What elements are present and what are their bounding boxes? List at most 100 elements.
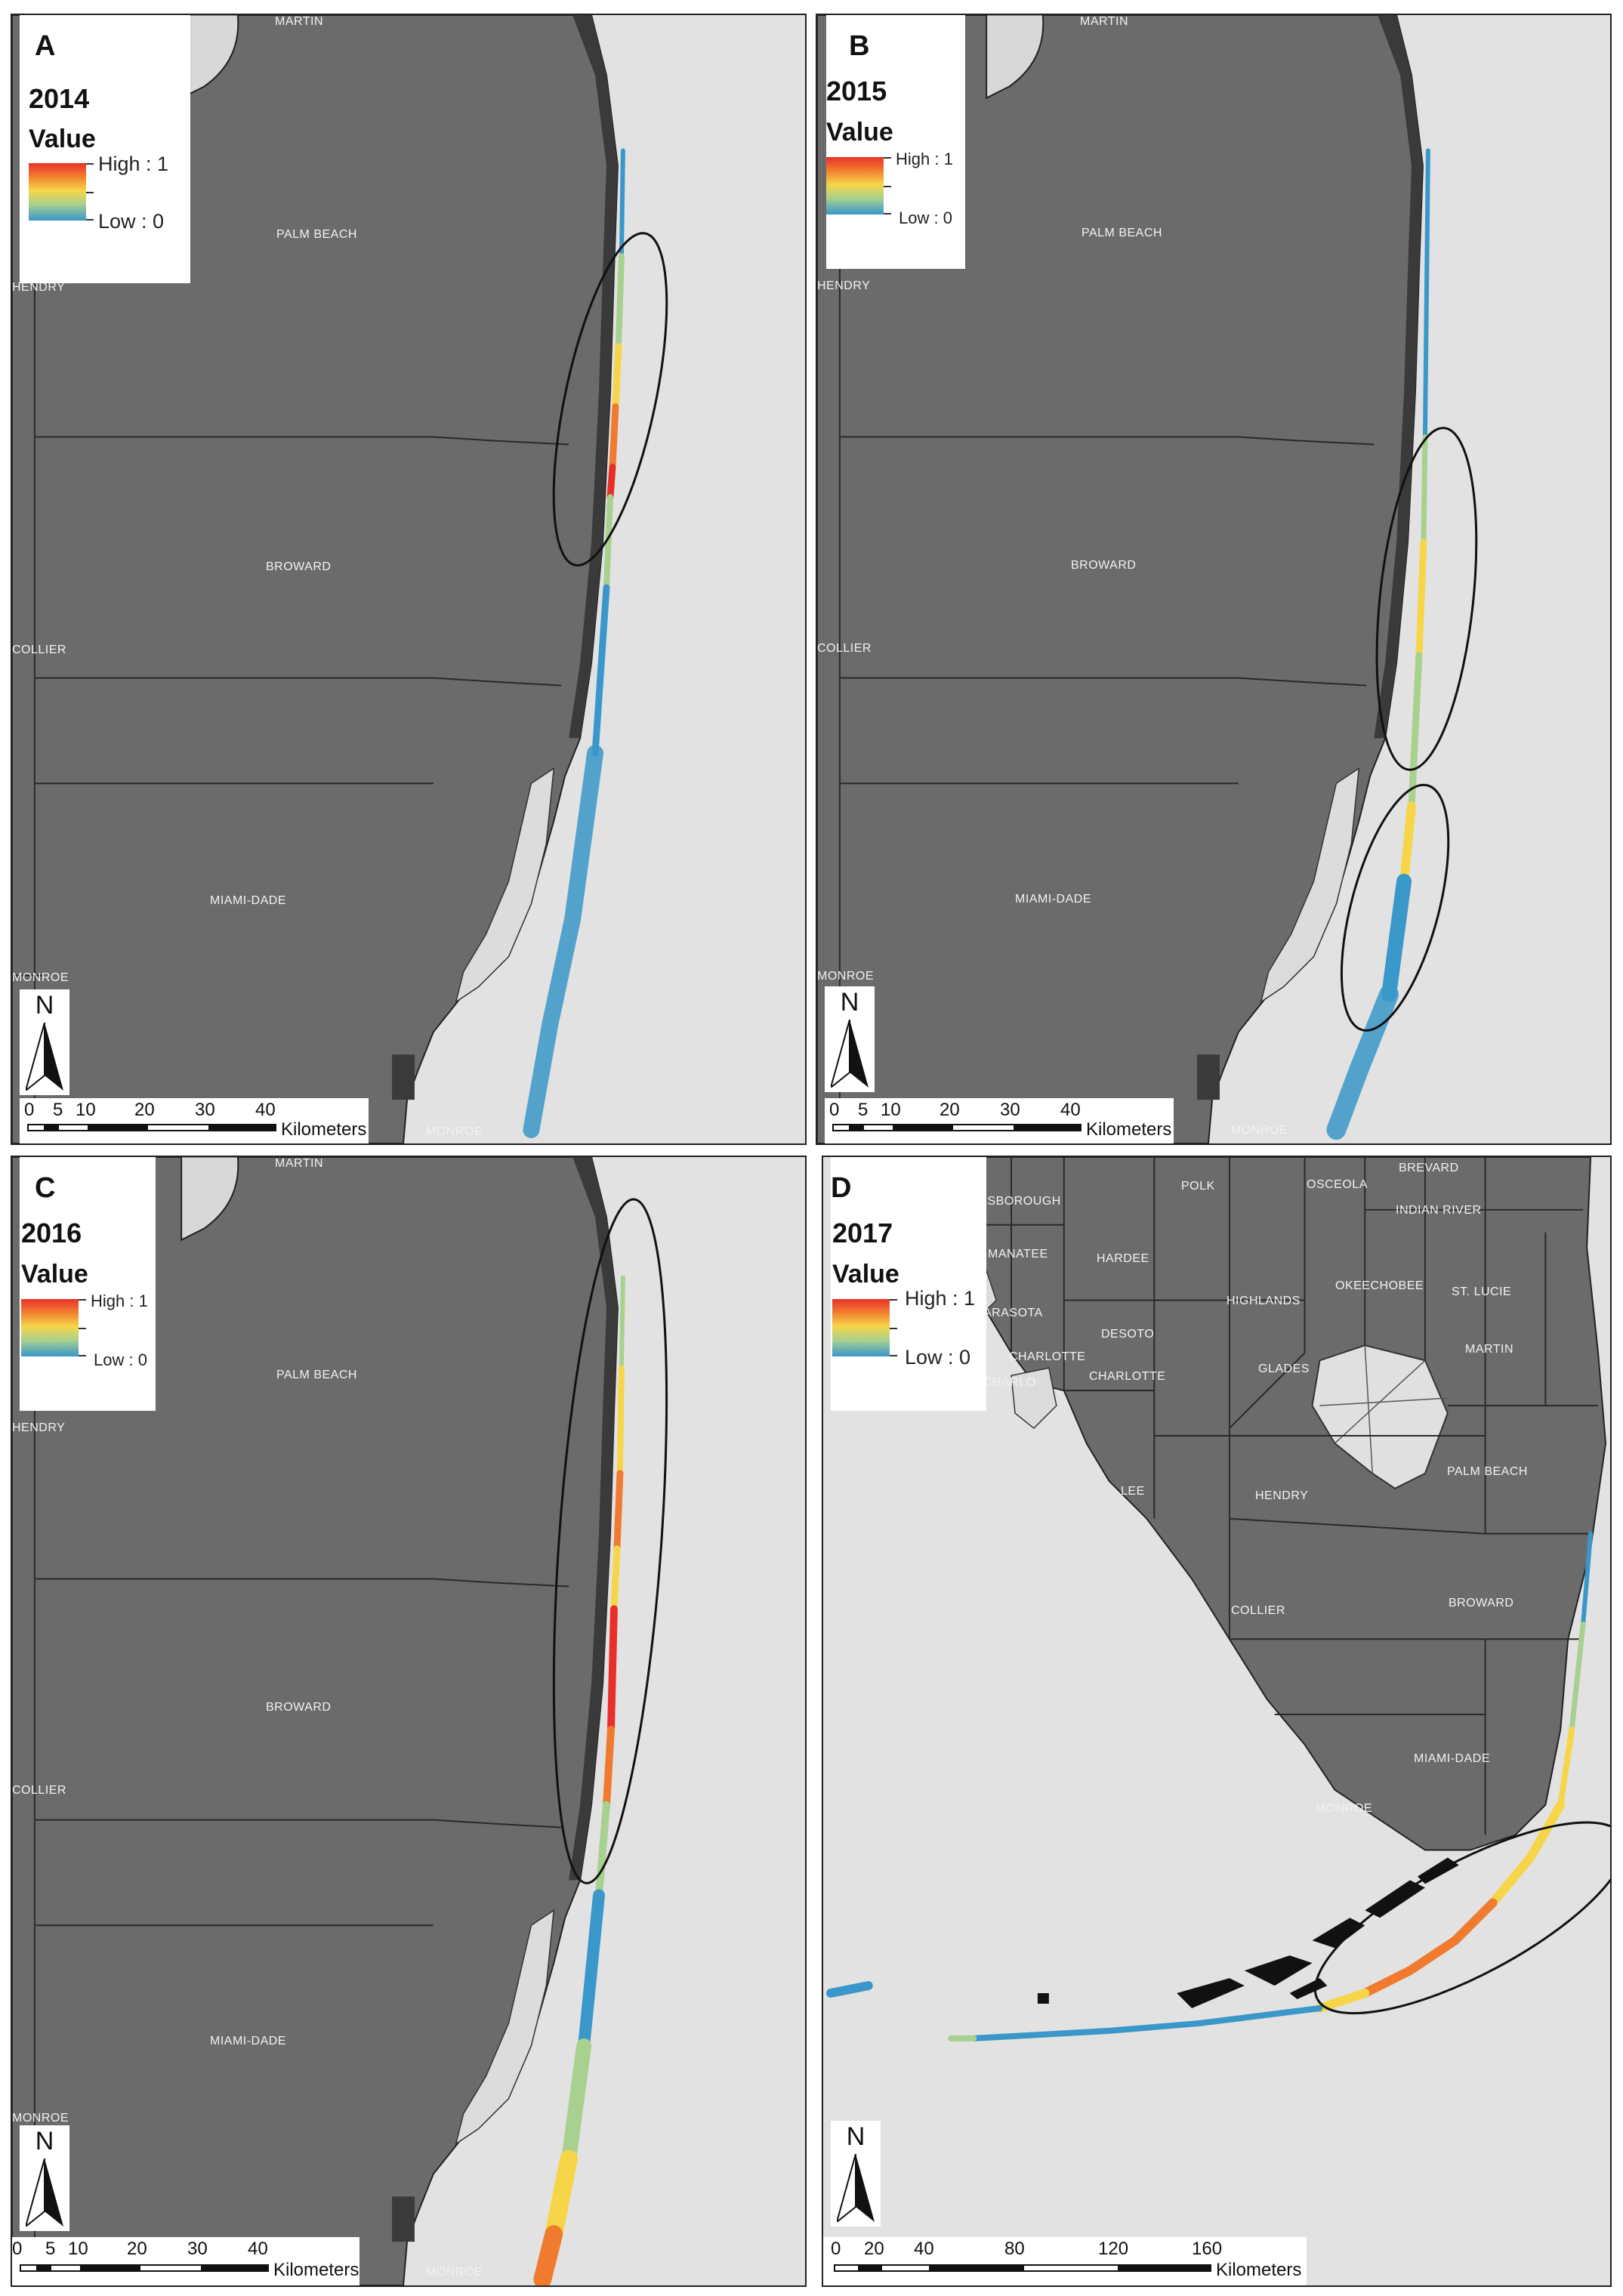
county-label-collier: COLLIER bbox=[1231, 1604, 1285, 1617]
county-label-monroe: MONROE bbox=[1316, 1802, 1372, 1815]
north-arrow-icon bbox=[831, 1020, 869, 1088]
legend-tick bbox=[884, 157, 891, 159]
county-label-charlotte-partial: CHARLO bbox=[983, 1376, 1036, 1389]
county-label-osceola: OSCEOLA bbox=[1307, 1178, 1368, 1191]
county-label-desoto: DESOTO bbox=[1101, 1328, 1155, 1341]
north-arrow: N bbox=[825, 986, 875, 1092]
scale-tick-label: 10 bbox=[76, 1100, 96, 1120]
north-arrow-icon bbox=[837, 2154, 875, 2222]
panel-letter: A bbox=[35, 30, 56, 62]
legend-year: 2017 bbox=[832, 1217, 893, 1248]
scale-tick-label: 40 bbox=[914, 2239, 934, 2259]
county-label-collier: COLLIER bbox=[12, 1784, 66, 1797]
county-label-miami-dade: MIAMI-DADE bbox=[1015, 893, 1091, 906]
scale-tick-label: 0 bbox=[831, 2239, 841, 2259]
scale-bar-graphic bbox=[20, 2264, 269, 2272]
map-panel-b: B 2015 Value High : 1 Low : 0 MARTIN PAL… bbox=[816, 14, 1612, 1145]
map-panel-c: C 2016 Value High : 1 Low : 0 MARTIN PAL… bbox=[11, 1156, 807, 2287]
legend-color-ramp bbox=[826, 157, 884, 214]
north-label: N bbox=[35, 991, 54, 1020]
map-panel-a: A 2014 Value High : 1 Low : 0 MARTIN PAL… bbox=[11, 14, 807, 1145]
scale-bar-graphic bbox=[27, 1124, 276, 1131]
county-label-glades: GLADES bbox=[1258, 1362, 1310, 1375]
county-label-hendry: HENDRY bbox=[12, 1421, 66, 1434]
county-label-martin: MARTIN bbox=[1465, 1343, 1514, 1356]
county-label-palm-beach: PALM BEACH bbox=[276, 228, 357, 241]
county-label-indian-river: INDIAN RIVER bbox=[1396, 1204, 1482, 1217]
legend-color-ramp bbox=[29, 163, 86, 221]
scale-bar: 0 20 40 80 120 160 Kilometers bbox=[823, 2237, 1307, 2285]
north-arrow-icon bbox=[26, 2159, 63, 2227]
scale-tick-label: 30 bbox=[195, 1100, 215, 1120]
scale-tick-label: 5 bbox=[858, 1100, 869, 1120]
legend-high-label: High : 1 bbox=[905, 1287, 976, 1310]
north-label: N bbox=[846, 2122, 865, 2151]
legend-tick bbox=[890, 1355, 897, 1356]
scale-tick-label: 20 bbox=[134, 1100, 155, 1120]
legend-tick bbox=[890, 1299, 897, 1301]
county-label-hendry: HENDRY bbox=[12, 281, 66, 294]
panel-letter: B bbox=[849, 30, 870, 62]
scale-bar-graphic bbox=[834, 2264, 1211, 2272]
map-canvas-a bbox=[12, 15, 668, 1143]
county-label-hardee: HARDEE bbox=[1097, 1252, 1149, 1265]
county-label-lee: LEE bbox=[1121, 1485, 1145, 1498]
legend-tick bbox=[890, 1328, 897, 1329]
county-label-martin: MARTIN bbox=[275, 1157, 324, 1170]
legend-low-label: Low : 0 bbox=[905, 1346, 971, 1369]
county-label-miami-dade: MIAMI-DADE bbox=[210, 894, 286, 907]
county-label-collier: COLLIER bbox=[12, 643, 66, 656]
legend-title: Value bbox=[826, 118, 893, 147]
legend-color-ramp bbox=[832, 1299, 890, 1356]
legend-tick bbox=[884, 186, 891, 187]
legend-low-label: Low : 0 bbox=[899, 208, 952, 227]
legend-color-ramp bbox=[21, 1299, 79, 1356]
county-label-monroe: MONROE bbox=[12, 2112, 69, 2125]
north-arrow: N bbox=[831, 2121, 881, 2227]
north-label: N bbox=[35, 2127, 54, 2156]
county-label-miami-dade: MIAMI-DADE bbox=[210, 2035, 286, 2048]
county-label-brevard: BREVARD bbox=[1399, 1162, 1459, 1174]
scale-unit-label: Kilometers bbox=[1216, 2260, 1302, 2280]
map-canvas-c bbox=[12, 1157, 668, 2285]
scale-bar-graphic bbox=[832, 1124, 1081, 1131]
legend-title: Value bbox=[832, 1260, 899, 1288]
north-label: N bbox=[840, 988, 859, 1017]
county-label-charlotte: CHARLOTTE bbox=[1009, 1350, 1086, 1363]
legend-tick bbox=[884, 213, 891, 214]
legend-year: 2015 bbox=[826, 76, 887, 106]
county-label-sarasota: ARASOTA bbox=[983, 1307, 1043, 1319]
county-label-monroe-south: MONROE bbox=[426, 1125, 483, 1138]
scale-tick-label: 20 bbox=[940, 1100, 960, 1120]
scale-tick-label: 10 bbox=[68, 2239, 88, 2259]
scale-tick-label: 40 bbox=[248, 2239, 268, 2259]
legend-tick bbox=[86, 219, 94, 221]
map-canvas-b bbox=[817, 15, 1478, 1143]
county-label-hillsborough: LSBOROUGH bbox=[980, 1195, 1061, 1208]
county-label-broward: BROWARD bbox=[1449, 1597, 1514, 1609]
scale-bar: 0 5 10 20 30 40 Kilometers bbox=[12, 2237, 359, 2285]
legend: 2016 Value High : 1 Low : 0 bbox=[20, 1157, 156, 1411]
county-label-martin: MARTIN bbox=[1080, 15, 1129, 28]
legend-tick bbox=[79, 1328, 86, 1329]
legend-title: Value bbox=[21, 1260, 88, 1288]
scale-unit-label: Kilometers bbox=[281, 1119, 367, 1140]
county-label-okeechobee: OKEECHOBEE bbox=[1335, 1279, 1424, 1292]
county-label-highlands: HIGHLANDS bbox=[1227, 1295, 1301, 1307]
legend-year: 2014 bbox=[29, 83, 90, 114]
legend-title: Value bbox=[29, 125, 96, 153]
legend-high-label: High : 1 bbox=[98, 153, 169, 175]
scale-bar: 0 5 10 20 30 40 Kilometers bbox=[20, 1098, 369, 1143]
scale-tick-label: 20 bbox=[864, 2239, 884, 2259]
scale-unit-label: Kilometers bbox=[273, 2260, 359, 2280]
scale-unit-label: Kilometers bbox=[1086, 1119, 1172, 1140]
scale-bar: 0 5 10 20 30 40 Kilometers bbox=[825, 1098, 1174, 1143]
county-label-collier: COLLIER bbox=[817, 642, 872, 655]
map-canvas-d bbox=[825, 1157, 1610, 2041]
county-label-miami-dade: MIAMI-DADE bbox=[1414, 1752, 1490, 1765]
scale-tick-label: 0 bbox=[24, 1100, 35, 1120]
county-label-st-lucie: ST. LUCIE bbox=[1452, 1285, 1512, 1298]
scale-tick-label: 120 bbox=[1098, 2239, 1129, 2259]
panel-letter: D bbox=[831, 1172, 852, 1204]
scale-tick-label: 80 bbox=[1004, 2239, 1025, 2259]
